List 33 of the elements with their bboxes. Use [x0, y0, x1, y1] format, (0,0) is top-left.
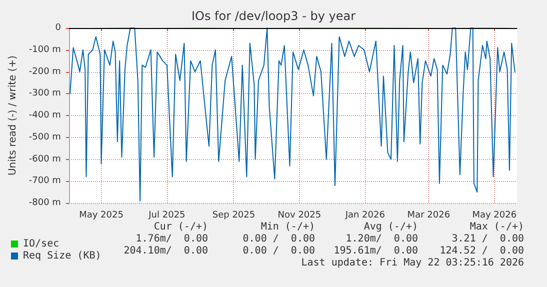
chart-title: IOs for /dev/loop3 - by year — [191, 9, 356, 23]
text: 1.20m/ 0.00 — [346, 234, 418, 244]
text: 124.52 / 0.00 — [440, 246, 524, 256]
text: Last update: Fri May 22 03:25:16 2026 — [301, 258, 524, 268]
y-tick-label: -300 m — [28, 88, 61, 99]
y-tick-label: 0 — [55, 23, 62, 33]
x-tick-label: Jan 2026 — [344, 210, 386, 220]
text: Cur (-/+) — [154, 222, 208, 232]
text: Min (-/+) — [260, 222, 316, 232]
y-tick-label: -100 m — [28, 44, 61, 55]
text: 3.21 / 0.00 — [452, 234, 524, 244]
x-tick-label: Nov 2025 — [278, 210, 322, 220]
y-tick-label: -600 m — [28, 154, 61, 164]
y-axis-title: Units read (-) / write (+) — [8, 55, 18, 176]
x-tick-label: Jul 2025 — [148, 210, 186, 220]
text: 0.00 / 0.00 — [242, 246, 316, 256]
legend-label: Req Size (KB) — [23, 250, 102, 262]
x-tick-label: May 2026 — [472, 210, 517, 220]
text: 195.61m/ 0.00 — [334, 246, 418, 256]
x-tick-label: May 2025 — [79, 210, 124, 220]
x-tick-label: Sep 2025 — [212, 210, 256, 220]
y-tick-label: -700 m — [28, 176, 61, 186]
text: 1.76m/ 0.00 — [136, 234, 208, 244]
y-tick-label: -500 m — [28, 132, 61, 142]
y-tick-label: -200 m — [28, 66, 61, 77]
legend-label: IO/sec — [23, 238, 60, 250]
y-tick-label: -400 m — [28, 110, 61, 120]
y-tick-label: -800 m — [28, 198, 61, 208]
text: 0.00 / 0.00 — [242, 234, 316, 244]
text: Avg (-/+) — [364, 222, 418, 232]
x-tick-label: Mar 2026 — [407, 210, 450, 220]
text: 204.10m/ 0.00 — [124, 246, 208, 256]
text: Max (-/+) — [470, 222, 524, 232]
